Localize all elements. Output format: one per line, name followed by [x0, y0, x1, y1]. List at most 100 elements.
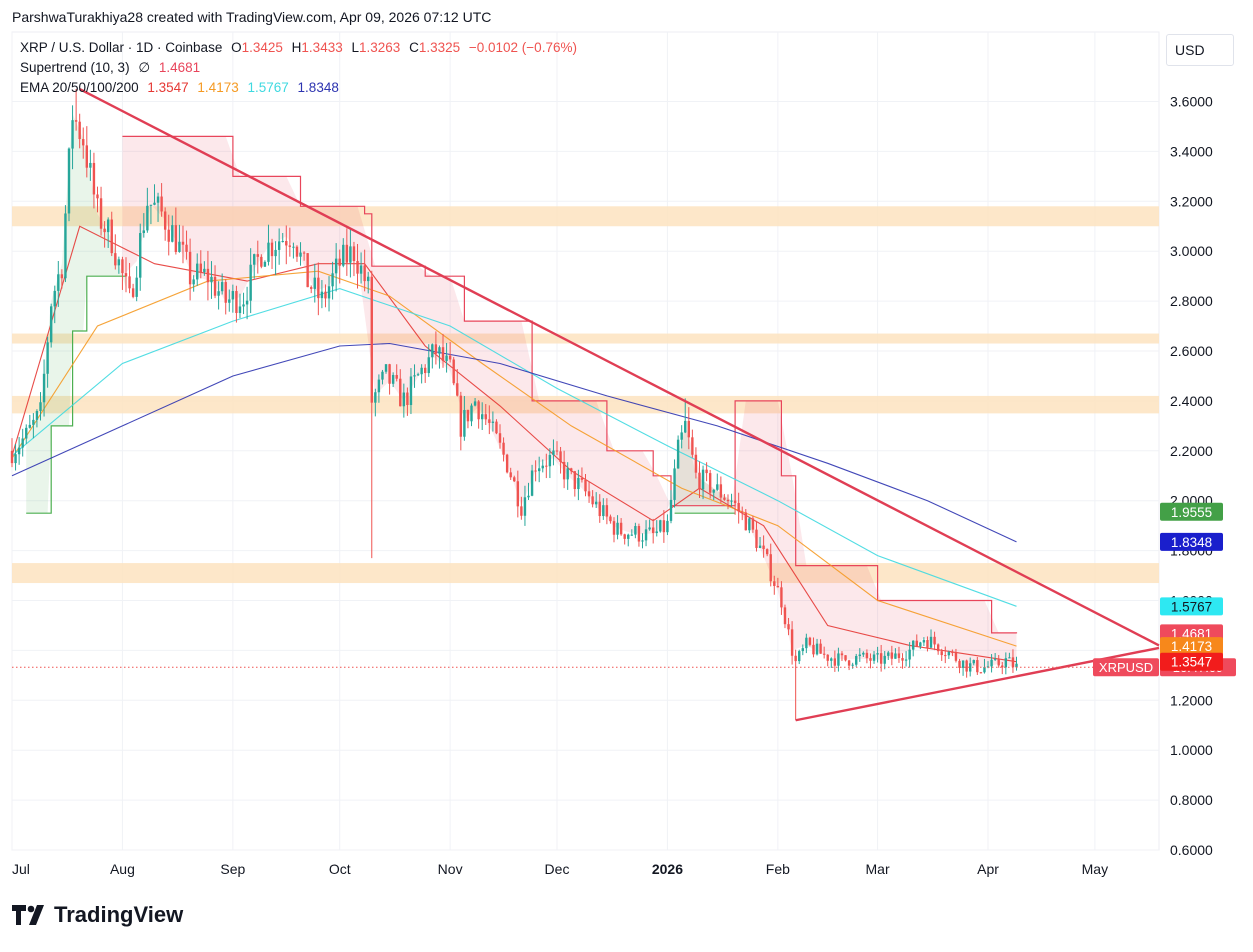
candle-body — [185, 244, 188, 252]
candle-body — [762, 545, 765, 550]
candle-body — [765, 549, 769, 555]
candle-body — [562, 461, 566, 480]
candle-body — [587, 491, 591, 497]
currency-button[interactable]: USD — [1166, 34, 1234, 66]
candle-body — [217, 291, 220, 296]
candle-body — [655, 531, 658, 534]
candle-body — [872, 654, 876, 661]
price-label-tag — [1160, 652, 1223, 671]
candle-body — [149, 204, 153, 206]
candle-body — [594, 501, 598, 505]
high-label: H — [291, 40, 302, 55]
candle-body — [680, 432, 683, 440]
candle-body — [541, 465, 544, 469]
candle-body — [42, 373, 46, 403]
candle-body — [352, 246, 356, 262]
candle-body — [573, 471, 577, 490]
candle-body — [993, 658, 997, 660]
candle-body — [901, 658, 904, 661]
candle-body — [858, 654, 861, 657]
candle-body — [409, 376, 413, 405]
candle-body — [815, 643, 819, 655]
ema-legend[interactable]: EMA 20/50/100/200 1.3547 1.4173 1.5767 1… — [20, 80, 344, 95]
candle-body — [716, 484, 719, 490]
candle-body — [274, 249, 277, 257]
candle-body — [399, 378, 402, 407]
price-axis[interactable]: 3.6000 3.4000 3.2000 3.0000 2.8000 2.6000 2.40… — [1170, 94, 1213, 859]
candle-body — [121, 259, 124, 274]
supertrend-up-fill — [674, 425, 736, 514]
candle-body — [270, 242, 274, 257]
candle-body — [281, 240, 284, 242]
low-label: L — [351, 40, 359, 55]
price-label-tag — [1160, 502, 1223, 521]
candle-body — [67, 148, 71, 214]
x-tick-label: 2026 — [652, 861, 683, 877]
candle-body — [253, 254, 256, 265]
candle-body — [865, 652, 869, 659]
ema50-line — [11, 270, 1017, 647]
candle-body — [705, 469, 708, 474]
price-label-tag — [1160, 637, 1223, 656]
candles — [10, 89, 1018, 721]
candle-body — [623, 534, 626, 539]
y-tick-label: 3.0000 — [1170, 243, 1213, 259]
candle-body — [477, 401, 480, 420]
candle-body — [188, 251, 192, 285]
supertrend-legend[interactable]: Supertrend (10, 3) ∅ 1.4681 — [20, 60, 205, 76]
tradingview-logo[interactable]: TradingView — [12, 902, 183, 928]
candle-body — [238, 306, 242, 314]
price-label-tag — [1160, 532, 1223, 551]
candle-body — [416, 374, 420, 376]
candle-body — [1011, 657, 1015, 668]
candle-body — [46, 342, 49, 374]
candle-body — [502, 442, 505, 455]
candle-body — [527, 495, 530, 498]
close-label: C — [409, 40, 419, 55]
candle-body — [798, 651, 801, 662]
price-label-text: 1.9555 — [1171, 505, 1212, 520]
candle-body — [363, 265, 366, 282]
candle-body — [616, 522, 619, 535]
candle-body — [256, 254, 259, 257]
candle-body — [434, 344, 438, 354]
candle-body — [277, 241, 281, 250]
candle-body — [894, 653, 897, 659]
candle-body — [71, 120, 74, 149]
candle-body — [509, 472, 512, 478]
price-label-tag — [1160, 597, 1223, 616]
candle-body — [904, 659, 908, 661]
candle-body — [908, 649, 911, 660]
candle-body — [320, 291, 324, 299]
time-axis[interactable]: Jul Aug Sep Oct Nov Dec 2026 Feb Mar Apr May — [12, 861, 1108, 877]
candle-body — [537, 468, 541, 472]
candle-body — [726, 499, 730, 502]
y-tick-label: 3.6000 — [1170, 94, 1213, 110]
candle-body — [85, 145, 89, 168]
candle-body — [331, 273, 334, 287]
candle-body — [627, 534, 630, 539]
y-tick-label: 2.2000 — [1170, 443, 1213, 459]
candle-body — [520, 506, 523, 516]
candle-body — [897, 653, 901, 659]
candle-body — [719, 484, 723, 498]
candle-body — [178, 241, 181, 253]
x-tick-label: Apr — [977, 861, 999, 877]
candle-body — [78, 121, 81, 140]
candle-body — [49, 306, 53, 343]
price-label-text: 1.3547 — [1171, 655, 1212, 670]
candle-body — [648, 527, 651, 530]
candle-body — [609, 516, 612, 522]
candle-body — [954, 652, 958, 661]
candle-body — [213, 276, 217, 296]
candle-body — [420, 367, 423, 375]
candle-body — [391, 374, 395, 384]
candle-body — [933, 636, 936, 645]
symbol-legend: XRP / U.S. Dollar · 1D · Coinbase O1.342… — [20, 40, 582, 55]
candle-body — [944, 655, 947, 657]
symbol-name[interactable]: XRP / U.S. Dollar · 1D · Coinbase — [20, 40, 223, 55]
candle-body — [666, 520, 669, 533]
candle-body — [484, 414, 487, 420]
candle-body — [192, 279, 195, 285]
